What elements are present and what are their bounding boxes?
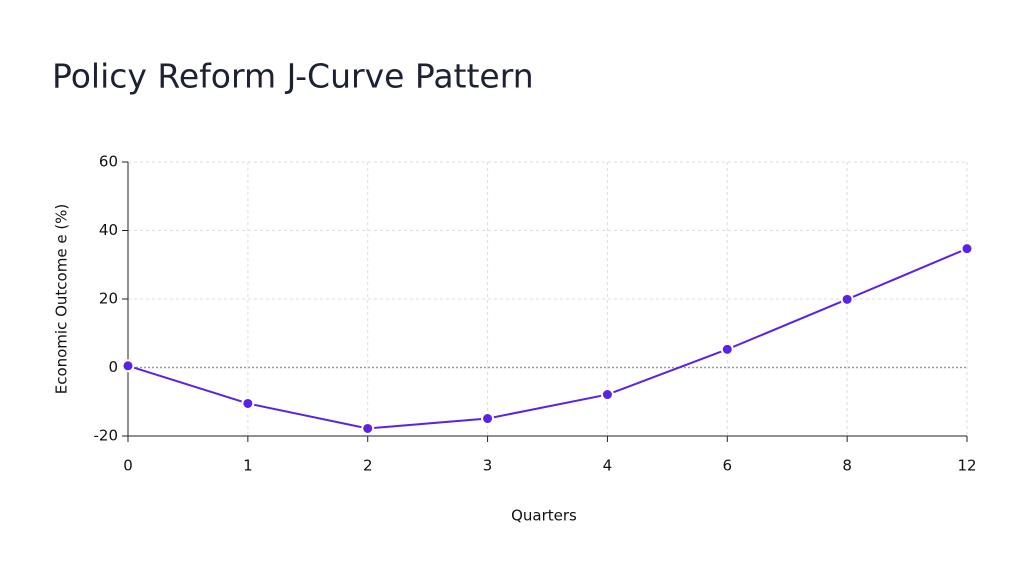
y-axis-label: Economic Outcome e (%) [53,204,71,395]
x-tick-label: 3 [483,457,493,475]
y-tick-label: 0 [108,358,118,376]
point [840,292,854,306]
point [121,359,135,373]
x-tick-label: 6 [723,457,733,475]
point [720,342,734,356]
x-axis-label: Quarters [511,507,577,525]
x-tick-label: 4 [603,457,613,475]
point [481,412,495,426]
point [241,396,255,410]
x-tick-label: 0 [123,457,133,475]
y-tick-label: 60 [99,153,118,171]
line [127,247,968,430]
y-tick-label: 20 [99,290,118,308]
y-tick-label: 40 [99,221,118,239]
x-tick-label: 1 [243,457,253,475]
point [361,421,375,435]
x-tick-label: 12 [957,457,976,475]
point [960,242,974,256]
x-tick-label: 2 [363,457,373,475]
y-tick-label: -20 [94,427,119,445]
point [600,388,614,402]
x-tick-label: 8 [842,457,852,475]
chart-title: Policy Reform J-Curve Pattern [52,57,534,96]
